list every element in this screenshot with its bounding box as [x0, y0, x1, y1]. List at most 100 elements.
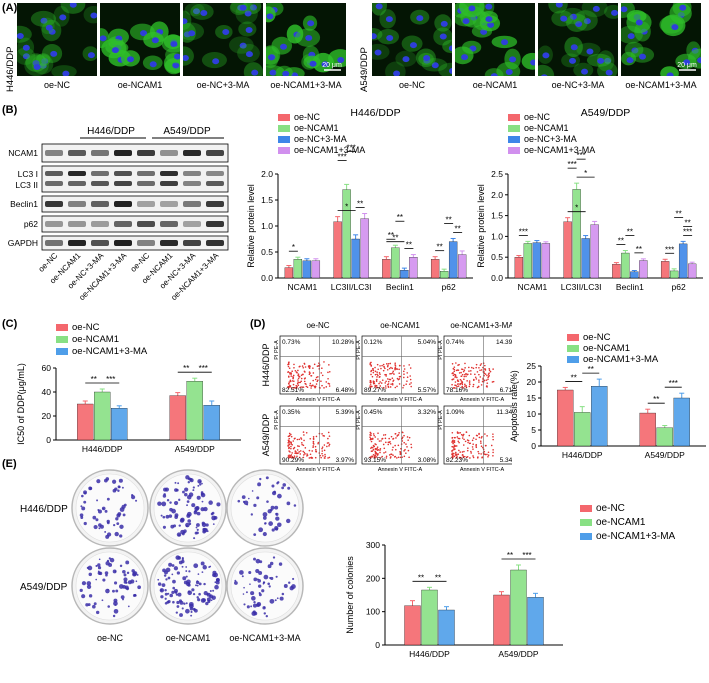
y-axis-label: IC50 of DDP(μg/mL): [16, 363, 26, 445]
plate: [75, 473, 145, 543]
colony: [177, 556, 181, 560]
sig-marker: *: [345, 203, 348, 212]
flow-dot: [327, 377, 329, 380]
flow-dot: [296, 438, 299, 441]
flow-dot: [375, 379, 378, 381]
flow-dot: [287, 445, 289, 447]
flow-dot: [302, 386, 305, 388]
colony: [257, 482, 262, 487]
colony: [197, 598, 201, 602]
flow-dot: [479, 364, 482, 366]
flow-dot: [304, 453, 306, 455]
colony: [173, 500, 179, 506]
flow-dot: [479, 440, 482, 443]
flow-dot: [374, 366, 376, 369]
flow-dot: [451, 383, 453, 386]
flow-dot: [462, 455, 465, 458]
colony: [80, 505, 83, 508]
colony: [123, 577, 128, 582]
blot-band: [68, 181, 86, 186]
colony: [198, 592, 201, 596]
flow-dot: [395, 457, 398, 459]
flow-x-axis-label: Annexin V FITC-A: [378, 467, 423, 472]
cell-nucleus: [639, 53, 647, 60]
colony: [199, 483, 202, 486]
flow-dot: [465, 372, 467, 375]
legend-swatch: [567, 334, 579, 341]
blot-band: [137, 181, 155, 186]
flow-dot: [452, 447, 455, 449]
colony: [275, 575, 278, 578]
cell-nucleus: [222, 29, 230, 36]
flow-dot: [296, 445, 299, 447]
flow-dot: [403, 365, 405, 367]
flow-dot: [403, 376, 405, 379]
flow-dot: [463, 369, 466, 371]
flow-dot: [300, 437, 302, 439]
flow-dot: [311, 450, 313, 452]
flow-dot: [320, 372, 323, 374]
bar: [630, 271, 639, 279]
flow-dot: [395, 437, 397, 439]
flow-dot: [328, 370, 331, 373]
colony: [97, 566, 102, 570]
flow-dot: [308, 367, 311, 369]
flow-dot: [461, 454, 464, 456]
flow-dot: [392, 454, 394, 457]
colony: [114, 604, 117, 606]
flow-dot: [455, 362, 457, 364]
flow-dot: [327, 431, 330, 434]
colony: [98, 571, 103, 576]
flow-dot: [454, 453, 457, 455]
flow-dot: [399, 456, 402, 459]
flow-dot: [374, 370, 377, 373]
fluorescence-image-1-0: [372, 3, 452, 76]
bar: [409, 257, 418, 279]
flow-dot: [378, 376, 381, 378]
colony: [241, 495, 246, 499]
flow-dot: [408, 364, 411, 366]
flow-dot: [467, 441, 469, 444]
cell-cytoplasm: [484, 68, 504, 76]
flow-dot: [372, 446, 374, 449]
colony: [243, 586, 245, 589]
flow-dot: [453, 448, 456, 451]
flow-dot: [381, 379, 384, 381]
colony: [160, 589, 163, 592]
flow-dot: [295, 386, 298, 389]
flow-dot: [327, 371, 329, 374]
flow-dot: [460, 433, 463, 436]
colony: [187, 519, 191, 523]
flow-dot: [288, 457, 290, 459]
flow-dot: [474, 376, 477, 379]
cell-nucleus: [490, 73, 498, 76]
colony: [249, 583, 251, 585]
panel-label-e: (E): [2, 458, 17, 470]
bar: [203, 405, 220, 441]
cell-nucleus: [570, 44, 578, 51]
flow-dot: [375, 443, 377, 446]
colony: [187, 590, 191, 593]
flow-dot: [302, 444, 305, 447]
flow-dot: [465, 384, 467, 387]
colony: [197, 573, 200, 575]
colony: [81, 594, 86, 599]
colony: [210, 599, 213, 602]
y-tick-label: 2.0: [261, 169, 273, 179]
cell-nucleus: [592, 5, 600, 12]
cell-cytoplasm: [51, 65, 77, 76]
flow-dot: [492, 435, 494, 438]
blot-row-label: p62: [24, 219, 38, 229]
y-tick-label: 200: [366, 573, 380, 583]
flow-x-axis-label: Annexin V FITC-A: [296, 397, 341, 403]
colony: [281, 486, 285, 490]
x-tick-label: A549/DDP: [645, 450, 685, 460]
colony: [112, 589, 115, 593]
colony: [186, 504, 188, 507]
cell-nucleus: [501, 39, 509, 46]
colony: [270, 508, 273, 512]
colony: [193, 510, 198, 515]
flow-dot: [472, 437, 475, 439]
cell-nucleus: [239, 4, 247, 11]
flow-dot: [492, 449, 494, 451]
